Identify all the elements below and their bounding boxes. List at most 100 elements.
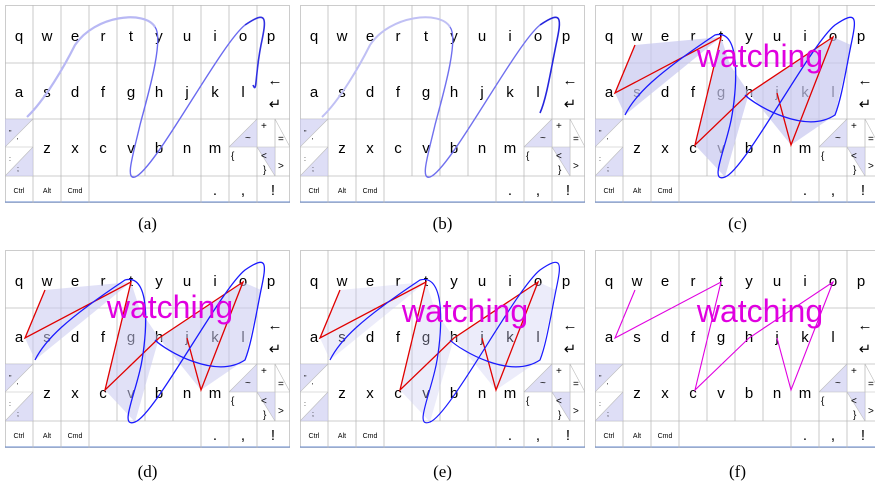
key-enter: ↵ — [564, 341, 577, 358]
key-e: e — [661, 28, 669, 45]
caption-a: (a) — [138, 214, 157, 233]
key-alt: Alt — [43, 433, 51, 440]
key-comma: , — [241, 182, 245, 199]
key-lbrace: { — [526, 396, 530, 407]
key-x: x — [366, 385, 374, 402]
key-y: y — [155, 273, 163, 290]
key-w: w — [631, 273, 643, 290]
key-cmd: Cmd — [68, 188, 83, 195]
key-greater: > — [278, 161, 284, 172]
key-enter: ↵ — [859, 341, 872, 358]
grid-line — [300, 363, 329, 393]
key-x: x — [661, 385, 669, 402]
key-quote: " — [9, 375, 12, 382]
key-m: m — [209, 385, 222, 402]
key-backspace: ← — [563, 317, 578, 334]
key-q: q — [15, 273, 23, 290]
key-l: l — [241, 84, 244, 101]
template-path — [613, 280, 835, 392]
key-exclaim: ! — [861, 182, 865, 199]
grid-line — [300, 118, 329, 148]
key-c: c — [394, 140, 402, 157]
grid-line — [228, 363, 258, 393]
grid-line — [595, 391, 624, 422]
key-s: s — [338, 329, 346, 346]
grid-line — [818, 118, 848, 148]
key-l: l — [831, 329, 834, 346]
grid-line — [864, 118, 875, 139]
key-r: r — [101, 273, 106, 290]
panel-d: qwertyuiopasdfghjkl←↵zxcvbnm"':;~+=<>{}C… — [5, 250, 290, 450]
key-cmd: Cmd — [363, 433, 378, 440]
key-y: y — [745, 273, 753, 290]
grid-line — [569, 118, 585, 148]
key-d: d — [71, 329, 79, 346]
key-b: b — [155, 385, 163, 402]
key-less: < — [556, 151, 562, 162]
gesture-trace-light — [26, 16, 156, 118]
key-enter: ↵ — [269, 96, 282, 113]
difference-area — [159, 282, 261, 390]
key-f: f — [396, 329, 401, 346]
key-less: < — [261, 151, 267, 162]
key-g: g — [717, 329, 725, 346]
key-p: p — [267, 273, 275, 290]
key-g: g — [422, 329, 430, 346]
caption-f: (f) — [729, 462, 746, 481]
key-semicolon: ; — [607, 411, 609, 418]
key-u: u — [183, 28, 191, 45]
gesture-path — [34, 261, 266, 424]
key-n: n — [478, 385, 486, 402]
key-apos: ' — [312, 383, 313, 390]
key-k: k — [506, 329, 514, 346]
key-c: c — [394, 385, 402, 402]
key-tilde: ~ — [540, 133, 546, 144]
grid-line — [595, 146, 624, 177]
key-p: p — [267, 28, 275, 45]
recognized-word: watching — [696, 38, 823, 74]
grid-line — [595, 118, 624, 148]
difference-area — [25, 282, 131, 360]
grid-line — [846, 146, 866, 177]
key-backspace: ← — [858, 72, 873, 89]
key-s: s — [633, 329, 641, 346]
key-period: . — [803, 427, 807, 444]
key-a: a — [15, 84, 24, 101]
key-k: k — [211, 84, 219, 101]
key-m: m — [209, 140, 222, 157]
key-period: . — [508, 182, 512, 199]
key-q: q — [605, 273, 613, 290]
grid-line — [864, 363, 875, 384]
key-equals: = — [278, 379, 284, 390]
key-equals: = — [278, 134, 284, 145]
key-r: r — [691, 273, 696, 290]
difference-area — [749, 37, 851, 145]
gesture-path — [624, 16, 856, 179]
key-z: z — [633, 385, 641, 402]
key-x: x — [661, 140, 669, 157]
key-x: x — [71, 385, 79, 402]
key-ctrl: Ctrl — [604, 433, 615, 440]
key-cmd: Cmd — [658, 188, 673, 195]
key-y: y — [450, 273, 458, 290]
caption-d: (d) — [137, 462, 158, 481]
key-g: g — [127, 84, 135, 101]
key-greater: > — [573, 161, 579, 172]
recognized-word: watching — [401, 293, 528, 329]
grid-line — [274, 118, 290, 148]
grid-line — [300, 391, 329, 422]
difference-area — [695, 37, 749, 177]
key-e: e — [71, 273, 79, 290]
caption-e: (e) — [433, 462, 452, 481]
key-plus: + — [556, 121, 562, 132]
key-v: v — [422, 140, 430, 157]
key-comma: , — [241, 427, 245, 444]
key-greater: > — [278, 406, 284, 417]
grid-line — [274, 363, 290, 393]
grid-line — [551, 391, 571, 422]
key-period: . — [803, 182, 807, 199]
key-rbrace: } — [263, 410, 267, 421]
key-tilde: ~ — [245, 133, 251, 144]
key-o: o — [239, 28, 247, 45]
recognized-word: watching — [106, 289, 233, 325]
